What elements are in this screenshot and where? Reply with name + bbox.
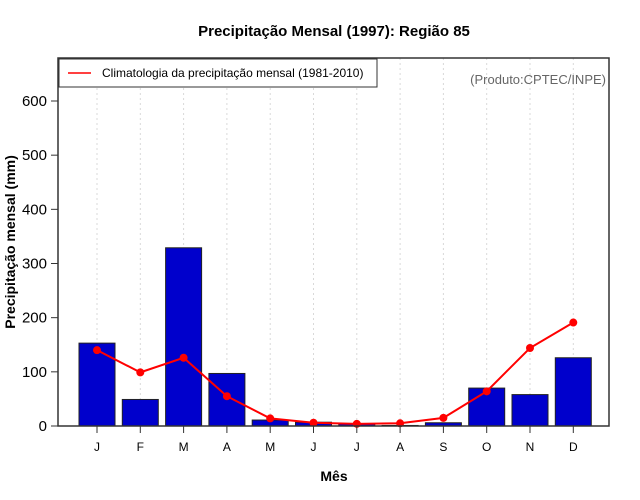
y-tick-label: 600 bbox=[22, 93, 47, 110]
bar bbox=[165, 247, 203, 427]
x-tick-label: M bbox=[265, 440, 275, 454]
bars bbox=[78, 247, 592, 427]
credit-annotation: (Produto:CPTEC/INPE) bbox=[470, 72, 606, 87]
y-tick-label: 200 bbox=[22, 310, 47, 327]
y-axis: 0 100 200 300 400 500 600 bbox=[22, 93, 58, 435]
x-tick-label: S bbox=[439, 440, 447, 454]
x-tick-label: J bbox=[94, 440, 100, 454]
y-tick-label: 100 bbox=[22, 364, 47, 381]
x-tick-label: A bbox=[223, 440, 231, 454]
x-tick-label: O bbox=[482, 440, 491, 454]
climatology-point bbox=[222, 392, 231, 401]
chart-title: Precipitação Mensal (1997): Região 85 bbox=[198, 23, 470, 40]
legend-entry: Climatologia da precipitação mensal (198… bbox=[102, 66, 363, 80]
y-axis-label: Precipitação mensal (mm) bbox=[2, 155, 18, 329]
x-tick-label: J bbox=[354, 440, 360, 454]
legend: Climatologia da precipitação mensal (198… bbox=[58, 58, 378, 88]
climatology-point bbox=[482, 387, 491, 396]
y-tick-label: 400 bbox=[22, 201, 47, 218]
climatology-point bbox=[136, 368, 145, 377]
bar bbox=[511, 394, 549, 427]
climatology-point bbox=[93, 346, 101, 355]
x-tick-label: M bbox=[179, 440, 189, 454]
climatology-line bbox=[93, 318, 578, 428]
grid-lines bbox=[96, 58, 574, 426]
legend-box bbox=[58, 58, 378, 88]
climatology-point bbox=[309, 418, 318, 427]
climatology-point bbox=[439, 413, 448, 422]
y-tick-label: 0 bbox=[39, 418, 47, 435]
bar bbox=[121, 398, 159, 427]
x-axis-label: Mês bbox=[320, 468, 347, 484]
x-tick-label: J bbox=[311, 440, 317, 454]
x-tick-label: D bbox=[569, 440, 578, 454]
y-tick-label: 500 bbox=[22, 147, 47, 164]
bar bbox=[554, 357, 592, 427]
climatology-point bbox=[569, 318, 578, 327]
y-tick-label: 300 bbox=[22, 256, 47, 273]
climatology-point bbox=[266, 414, 275, 423]
x-tick-label: A bbox=[396, 440, 404, 454]
climatology-point bbox=[526, 344, 534, 352]
climatology-point bbox=[179, 353, 188, 362]
climatology-polyline bbox=[96, 321, 574, 425]
x-tick-label: F bbox=[137, 440, 144, 454]
plot-border bbox=[57, 57, 610, 427]
x-tick-label: N bbox=[526, 440, 535, 454]
